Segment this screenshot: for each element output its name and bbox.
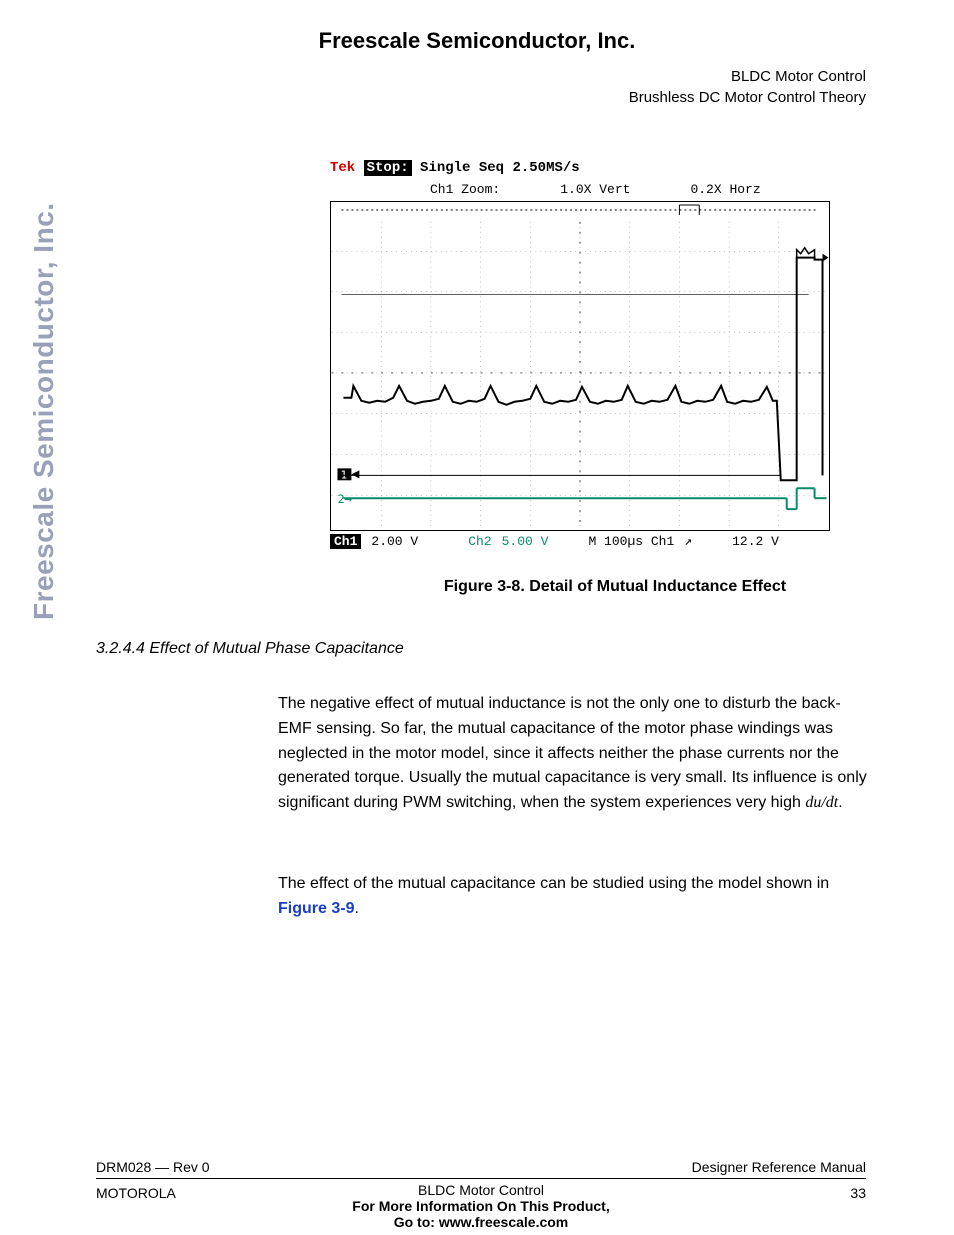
zoom-label: Ch1 Zoom:	[430, 182, 500, 197]
para2-text-a: The effect of the mutual capacitance can…	[278, 875, 829, 892]
para2-text-b: .	[354, 900, 358, 917]
footer-rev: DRM028 — Rev 0	[96, 1159, 210, 1175]
doc-title-block: BLDC Motor Control Brushless DC Motor Co…	[629, 66, 866, 108]
tek-logo: Tek	[330, 160, 355, 176]
scope-mode: Single Seq 2.50MS/s	[420, 160, 580, 176]
paragraph-1: The negative effect of mutual inductance…	[278, 692, 868, 816]
footer-row1: DRM028 — Rev 0 Designer Reference Manual	[96, 1159, 866, 1179]
footer-center: BLDC Motor Control For More Information …	[352, 1182, 609, 1230]
para1-text-b: .	[838, 794, 842, 811]
footer-manual: Designer Reference Manual	[692, 1159, 866, 1175]
ch1-scale: 2.00 V	[371, 534, 418, 549]
doc-title-line2: Brushless DC Motor Control Theory	[629, 87, 866, 108]
doc-title-line1: BLDC Motor Control	[629, 66, 866, 87]
timebase: M 100µs Ch1	[588, 534, 674, 549]
scope-svg: 1 2→	[331, 202, 829, 530]
page-header: Freescale Semiconductor, Inc.	[0, 28, 954, 54]
horz-label: 0.2X Horz	[690, 182, 760, 197]
para1-text-a: The negative effect of mutual inductance…	[278, 695, 867, 811]
scope-bottom-row: Ch1 2.00 V Ch2 5.00 V M 100µs Ch1 ↗ 12.2…	[330, 534, 850, 549]
paragraph-2: The effect of the mutual capacitance can…	[278, 872, 868, 922]
scope-sub-row: Ch1 Zoom: 1.0X Vert 0.2X Horz	[430, 182, 850, 197]
para1-var: du/dt	[805, 794, 838, 811]
footer-center-line1: BLDC Motor Control	[352, 1182, 609, 1198]
vert-label: 1.0X Vert	[560, 182, 630, 197]
oscilloscope-figure: Tek Stop: Single Seq 2.50MS/s Ch1 Zoom: …	[330, 160, 850, 560]
ch1-ground-marker: 1	[337, 468, 359, 481]
figure-caption: Figure 3-8. Detail of Mutual Inductance …	[370, 578, 860, 596]
trig-edge-icon: ↗	[684, 534, 692, 549]
stop-badge: Stop:	[364, 160, 412, 176]
scope-screen: 1 2→	[330, 201, 830, 531]
vertical-company-name: Freescale Semiconductor, Inc.	[28, 202, 60, 620]
trig-level: 12.2 V	[732, 534, 779, 549]
ch2-scale: 5.00 V	[502, 534, 549, 549]
ch1-badge: Ch1	[330, 534, 361, 549]
figure-link[interactable]: Figure 3-9	[278, 900, 354, 917]
footer-center-line2: For More Information On This Product,	[352, 1198, 609, 1214]
page-footer: DRM028 — Rev 0 Designer Reference Manual…	[96, 1159, 866, 1201]
svg-text:1: 1	[340, 468, 347, 481]
footer-left: MOTOROLA	[96, 1185, 176, 1201]
footer-center-line3: Go to: www.freescale.com	[352, 1214, 609, 1230]
scope-top-row: Tek Stop: Single Seq 2.50MS/s	[330, 160, 850, 180]
footer-page: 33	[850, 1185, 866, 1201]
svg-text:2→: 2→	[337, 492, 351, 506]
section-heading: 3.2.4.4 Effect of Mutual Phase Capacitan…	[96, 640, 404, 658]
ch2-label: Ch2	[468, 534, 491, 549]
